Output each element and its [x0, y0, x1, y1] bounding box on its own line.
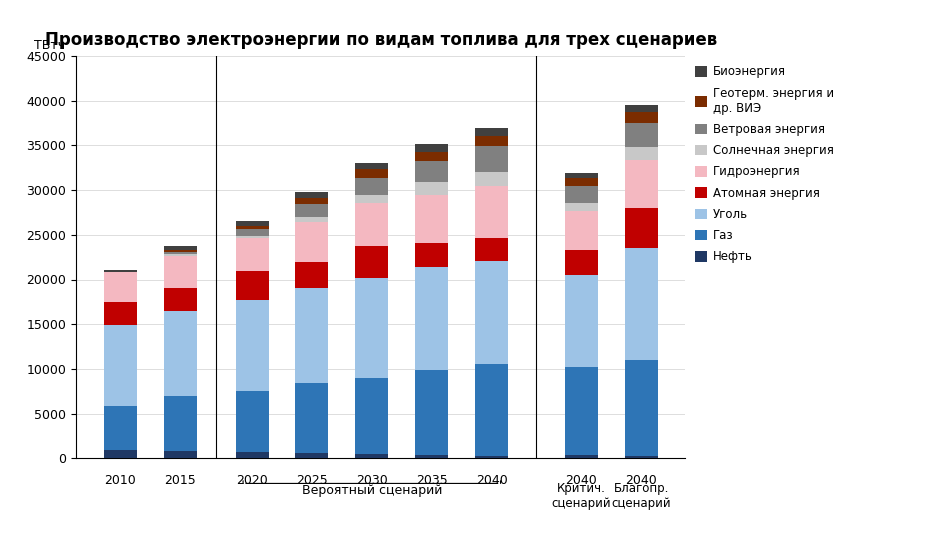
Bar [625, 360, 658, 456]
Bar [295, 198, 328, 205]
Bar [475, 260, 508, 363]
Text: 2040: 2040 [565, 475, 597, 487]
Bar [415, 455, 448, 458]
Bar [475, 172, 508, 187]
Text: 2035: 2035 [416, 475, 447, 487]
Bar [104, 269, 137, 272]
Bar [104, 406, 137, 451]
Bar [235, 391, 268, 452]
Bar [295, 287, 328, 383]
Bar [104, 302, 137, 325]
Bar [235, 229, 268, 236]
Bar [164, 254, 197, 256]
Bar [625, 456, 658, 458]
Bar [355, 195, 388, 202]
Bar [355, 178, 388, 195]
Bar [625, 147, 658, 160]
Text: Благопр.
сценарий: Благопр. сценарий [611, 482, 671, 510]
Title: Производство электроэнергии по видам топлива для трех сценариев: Производство электроэнергии по видам топ… [45, 31, 717, 49]
Bar [164, 396, 197, 451]
Bar [565, 186, 598, 202]
Bar [235, 452, 268, 458]
Text: 2040: 2040 [476, 475, 507, 487]
Bar [355, 278, 388, 378]
Bar [415, 160, 448, 182]
Bar [164, 288, 197, 311]
Bar [295, 262, 328, 287]
Text: Критич.
сценарий: Критич. сценарий [551, 482, 611, 510]
Bar [415, 144, 448, 151]
Bar [355, 202, 388, 247]
Bar [104, 451, 137, 458]
Bar [164, 252, 197, 254]
Bar [355, 163, 388, 169]
Bar [295, 222, 328, 262]
Bar [475, 146, 508, 172]
Bar [164, 250, 197, 252]
Text: ТВтч: ТВтч [33, 39, 65, 52]
Bar [295, 205, 328, 217]
Bar [295, 217, 328, 222]
Text: 2010: 2010 [105, 475, 136, 487]
Bar [415, 267, 448, 370]
Bar [235, 238, 268, 272]
Bar [295, 453, 328, 458]
Bar [565, 202, 598, 211]
Legend: Биоэнергия, Геотерм. энергия и
др. ВИЭ, Ветровая энергия, Солнечная энергия, Гид: Биоэнергия, Геотерм. энергия и др. ВИЭ, … [691, 62, 837, 267]
Bar [104, 325, 137, 406]
Bar [565, 455, 598, 458]
Bar [415, 151, 448, 160]
Text: 2040: 2040 [625, 475, 657, 487]
Bar [415, 195, 448, 243]
Bar [625, 123, 658, 147]
Bar [355, 169, 388, 178]
Text: 2025: 2025 [296, 475, 327, 487]
Text: 2020: 2020 [236, 475, 268, 487]
Bar [565, 173, 598, 178]
Bar [235, 300, 268, 391]
Bar [415, 182, 448, 195]
Bar [295, 383, 328, 453]
Bar [475, 187, 508, 238]
Bar [565, 367, 598, 455]
Bar [295, 192, 328, 198]
Bar [164, 451, 197, 458]
Bar [625, 208, 658, 248]
Bar [164, 247, 197, 250]
Bar [625, 248, 658, 360]
Bar [565, 211, 598, 250]
Bar [355, 247, 388, 278]
Text: 2015: 2015 [165, 475, 196, 487]
Bar [104, 272, 137, 302]
Bar [235, 221, 268, 226]
Bar [565, 250, 598, 275]
Text: Вероятный сценарий: Вероятный сценарий [302, 484, 442, 498]
Bar [625, 105, 658, 112]
Bar [475, 129, 508, 136]
Bar [475, 136, 508, 146]
Text: 2030: 2030 [356, 475, 387, 487]
Bar [415, 370, 448, 455]
Bar [565, 178, 598, 186]
Bar [235, 236, 268, 238]
Bar [475, 238, 508, 260]
Bar [164, 256, 197, 288]
Bar [355, 454, 388, 458]
Bar [235, 226, 268, 229]
Bar [164, 311, 197, 396]
Bar [475, 456, 508, 458]
Bar [235, 272, 268, 300]
Bar [415, 243, 448, 267]
Bar [625, 160, 658, 208]
Bar [625, 112, 658, 123]
Bar [475, 363, 508, 456]
Bar [565, 275, 598, 367]
Bar [355, 378, 388, 454]
